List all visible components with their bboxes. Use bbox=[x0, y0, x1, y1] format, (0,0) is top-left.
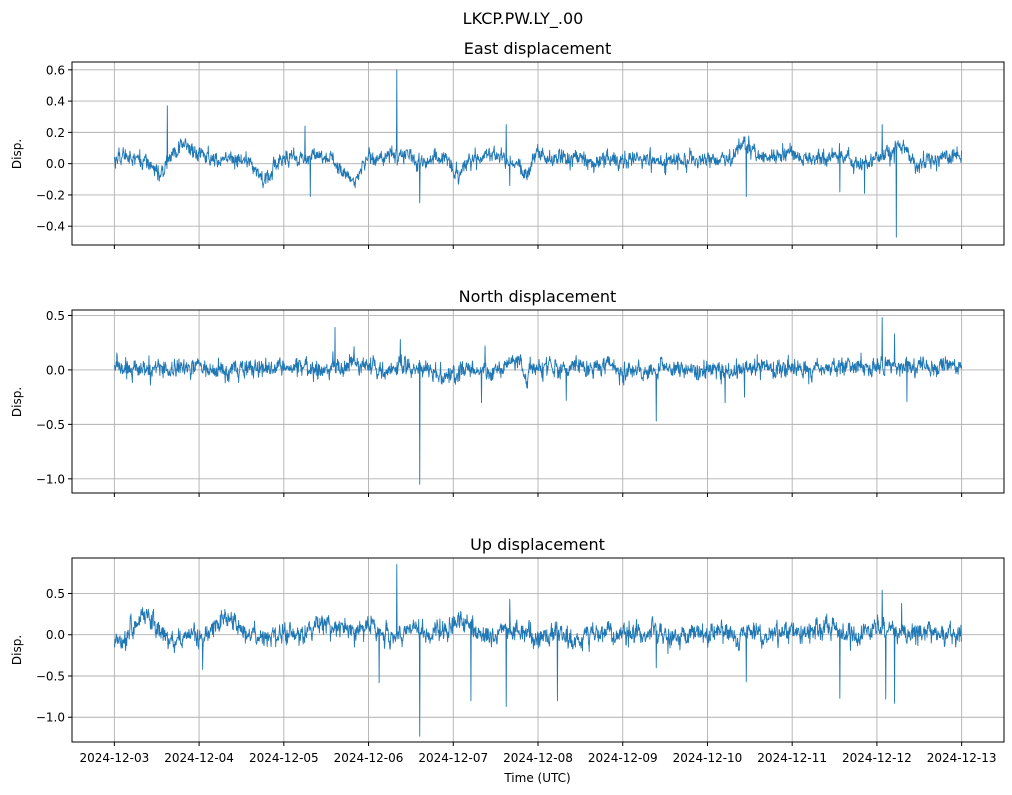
x-axis-label: Time (UTC) bbox=[503, 771, 570, 785]
displacement-series-line bbox=[113, 317, 963, 485]
y-tick-label: 0.2 bbox=[46, 126, 65, 140]
figure-suptitle: LKCP.PW.LY_.00 bbox=[463, 9, 584, 29]
displacement-series-line bbox=[113, 69, 963, 238]
panel-title: East displacement bbox=[464, 39, 611, 58]
y-axis-label: Disp. bbox=[10, 387, 24, 417]
y-tick-label: 0.4 bbox=[46, 95, 65, 109]
y-tick-label: 0.6 bbox=[46, 63, 65, 77]
x-tick-label: 2024-12-03 bbox=[79, 751, 149, 765]
y-axis-label: Disp. bbox=[10, 139, 24, 169]
x-tick-label: 2024-12-07 bbox=[418, 751, 488, 765]
displacement-series-line bbox=[113, 564, 963, 737]
panel-east-displacement: East displacement Disp. −0.4 −0.2 0.0 0.2 0.… bbox=[10, 39, 1005, 249]
y-tick-label: 0.0 bbox=[46, 363, 65, 377]
y-tick-label: −0.4 bbox=[36, 220, 65, 234]
y-axis-label: Disp. bbox=[10, 635, 24, 665]
y-tick-label: −0.2 bbox=[36, 188, 65, 202]
panel-title: Up displacement bbox=[470, 535, 605, 554]
y-tick-label: 0.5 bbox=[46, 309, 65, 323]
x-tick-label: 2024-12-09 bbox=[588, 751, 658, 765]
x-tick-label: 2024-12-05 bbox=[249, 751, 319, 765]
y-tick-label: −0.5 bbox=[36, 418, 65, 432]
y-tick-label: 0.0 bbox=[46, 157, 65, 171]
x-tick-label: 2024-12-04 bbox=[164, 751, 234, 765]
panel-north-displacement: North displacement Disp. −1.0 −0.5 0.0 0.5 bbox=[10, 287, 1005, 497]
x-tick-label: 2024-12-12 bbox=[842, 751, 912, 765]
x-tick-label: 2024-12-11 bbox=[757, 751, 827, 765]
y-tick-label: 0.0 bbox=[46, 628, 65, 642]
y-tick-label: −0.5 bbox=[36, 669, 65, 683]
panel-title: North displacement bbox=[459, 287, 617, 306]
panel-up-displacement: Up displacement Disp. −1.0 −0.5 0.0 0.5 2024… bbox=[10, 535, 1005, 765]
y-tick-label: −1.0 bbox=[36, 711, 65, 725]
y-tick-label: −1.0 bbox=[36, 472, 65, 486]
x-tick-label: 2024-12-13 bbox=[927, 751, 997, 765]
x-tick-label: 2024-12-10 bbox=[673, 751, 743, 765]
x-tick-label: 2024-12-08 bbox=[503, 751, 573, 765]
y-tick-label: 0.5 bbox=[46, 587, 65, 601]
x-tick-label: 2024-12-06 bbox=[334, 751, 404, 765]
